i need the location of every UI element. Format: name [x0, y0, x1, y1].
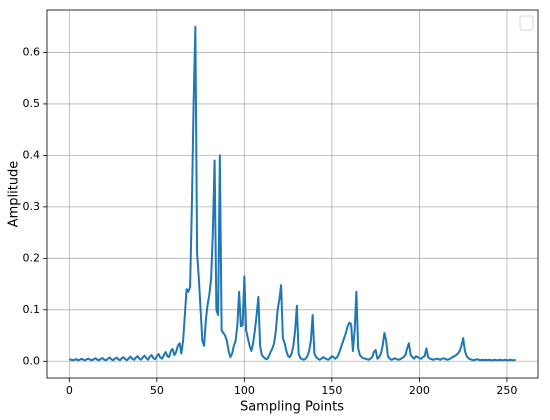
x-axis-label: Sampling Points: [240, 400, 344, 415]
y-tick-label: 0.5: [23, 97, 41, 110]
line: [69, 25, 516, 362]
x-tick-label: 250: [496, 384, 517, 397]
plot-area: [47, 10, 538, 378]
marks: [69, 25, 516, 362]
x-tick-label: 200: [409, 384, 430, 397]
x-tick-label: 50: [150, 384, 164, 397]
x-tick-label: 100: [234, 384, 255, 397]
y-tick-label: 0.0: [23, 354, 41, 367]
plot-frame: [46, 9, 539, 379]
y-tick-label: 0.4: [23, 148, 41, 161]
y-tick-label: 0.2: [23, 251, 41, 264]
legend: [519, 15, 534, 31]
y-tick-label: 0.3: [23, 200, 41, 213]
x-tick-label: 150: [321, 384, 342, 397]
x-tick-label: 0: [66, 384, 73, 397]
grid: [47, 10, 538, 378]
y-tick-label: 0.1: [23, 303, 41, 316]
y-axis-label: Amplitude: [7, 161, 22, 228]
y-tick-label: 0.6: [23, 45, 41, 58]
